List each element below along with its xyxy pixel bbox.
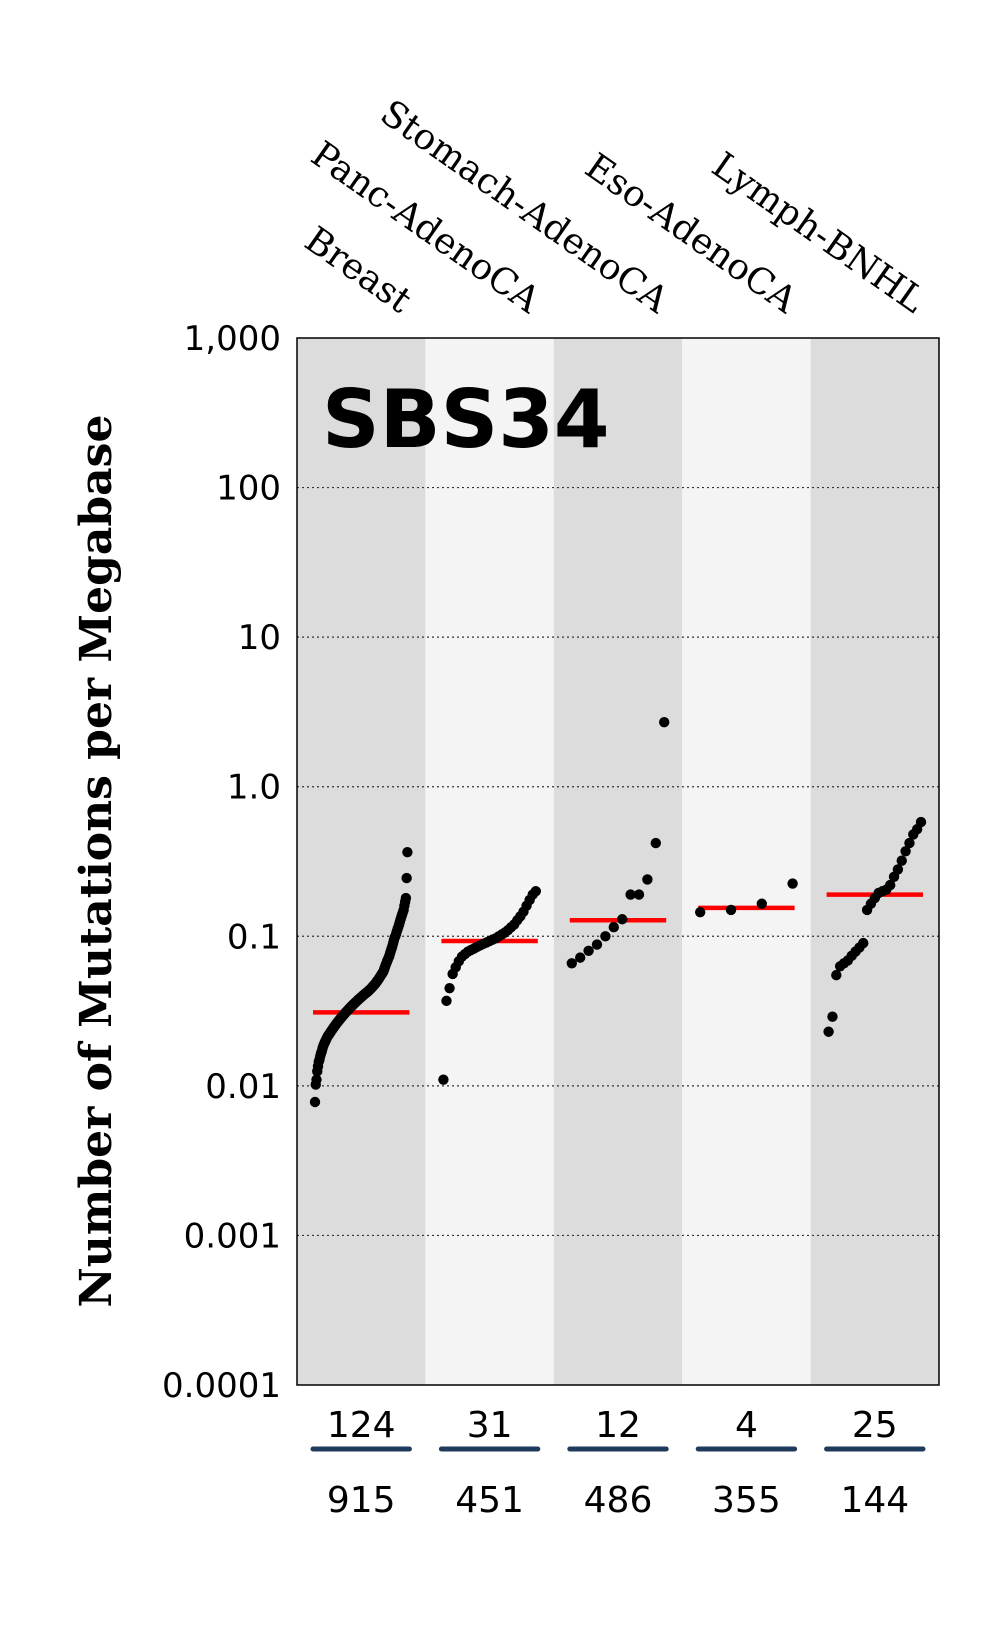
- y-tick-label: 0.0001: [162, 1366, 281, 1406]
- data-point: [438, 1074, 449, 1085]
- data-point: [311, 1074, 322, 1085]
- y-tick-label: 0.001: [184, 1216, 281, 1256]
- data-point: [444, 982, 455, 994]
- data-point: [900, 846, 911, 857]
- band-panc-adenoca: [425, 338, 554, 1385]
- plot-frame: [296, 337, 940, 1386]
- data-point: [530, 886, 541, 897]
- data-point: [858, 937, 869, 949]
- data-point: [400, 892, 412, 904]
- band-eso-adenoca: [682, 338, 811, 1385]
- data-point: [642, 874, 653, 885]
- category-bands: [297, 338, 939, 1385]
- band-breast: [297, 338, 426, 1385]
- data-point: [575, 952, 586, 963]
- data-point: [695, 906, 706, 918]
- data-point: [650, 837, 661, 849]
- y-tick-label: 0.01: [205, 1067, 281, 1107]
- y-axis-label: Number of Mutations per Megabase: [71, 415, 122, 1308]
- y-tick-label: 100: [216, 469, 281, 509]
- data-point: [566, 958, 577, 969]
- chart-title: SBS34: [322, 373, 610, 466]
- band-lymph-bnhl: [810, 338, 939, 1385]
- data-point: [827, 1011, 838, 1022]
- count-with-eso-adenoca: 4: [735, 1405, 758, 1446]
- data-point: [823, 1026, 834, 1037]
- y-tick-label: 10: [238, 618, 281, 658]
- count-total-breast: 915: [327, 1480, 396, 1521]
- data-point: [659, 716, 670, 728]
- data-point: [892, 864, 904, 875]
- count-with-stomach-adenoca: 12: [595, 1405, 641, 1446]
- data-point: [402, 846, 413, 858]
- data-point: [583, 945, 594, 956]
- data-point: [831, 969, 842, 981]
- y-axis-ticks: 1,000 100 10 1.0 0.1 0.01 0.001 0.0001: [162, 319, 281, 1406]
- y-tick-label: 1.0: [227, 768, 281, 808]
- category-labels: BreastPanc-AdenoCAStomach-AdenoCAEso-Ade…: [297, 92, 932, 322]
- count-with-lymph-bnhl: 25: [852, 1405, 898, 1446]
- y-tick-label: 0.1: [227, 917, 281, 957]
- y-tick-label: 1,000: [184, 319, 281, 359]
- data-point: [600, 931, 611, 942]
- count-total-panc-adenoca: 451: [455, 1480, 524, 1521]
- count-total-stomach-adenoca: 486: [584, 1480, 653, 1521]
- data-point: [725, 904, 737, 916]
- data-point: [309, 1096, 321, 1108]
- data-point: [633, 889, 645, 900]
- data-points: [309, 716, 927, 1108]
- data-point: [608, 922, 619, 933]
- data-point: [756, 898, 767, 909]
- data-point: [915, 816, 927, 828]
- gridlines: [297, 486, 939, 1237]
- band-stomach-adenoca: [553, 338, 683, 1385]
- data-point: [591, 939, 603, 950]
- category-label-eso-adenoca: Eso-AdenoCA: [578, 146, 805, 322]
- category-label-lymph-bnhl: Lymph-BNHL: [704, 145, 932, 322]
- data-point: [441, 995, 452, 1007]
- data-point: [896, 855, 907, 866]
- sample-counts: 124 915 31 451 12 486 4 355 25 144: [310, 1405, 926, 1521]
- count-total-eso-adenoca: 355: [712, 1480, 781, 1521]
- data-point: [625, 889, 636, 900]
- data-point: [885, 879, 896, 891]
- count-with-breast: 124: [327, 1405, 396, 1446]
- count-with-panc-adenoca: 31: [467, 1405, 513, 1446]
- data-point: [617, 914, 628, 925]
- data-point: [904, 837, 915, 849]
- data-point: [787, 878, 798, 889]
- data-point: [401, 872, 412, 884]
- count-total-lymph-bnhl: 144: [840, 1480, 909, 1521]
